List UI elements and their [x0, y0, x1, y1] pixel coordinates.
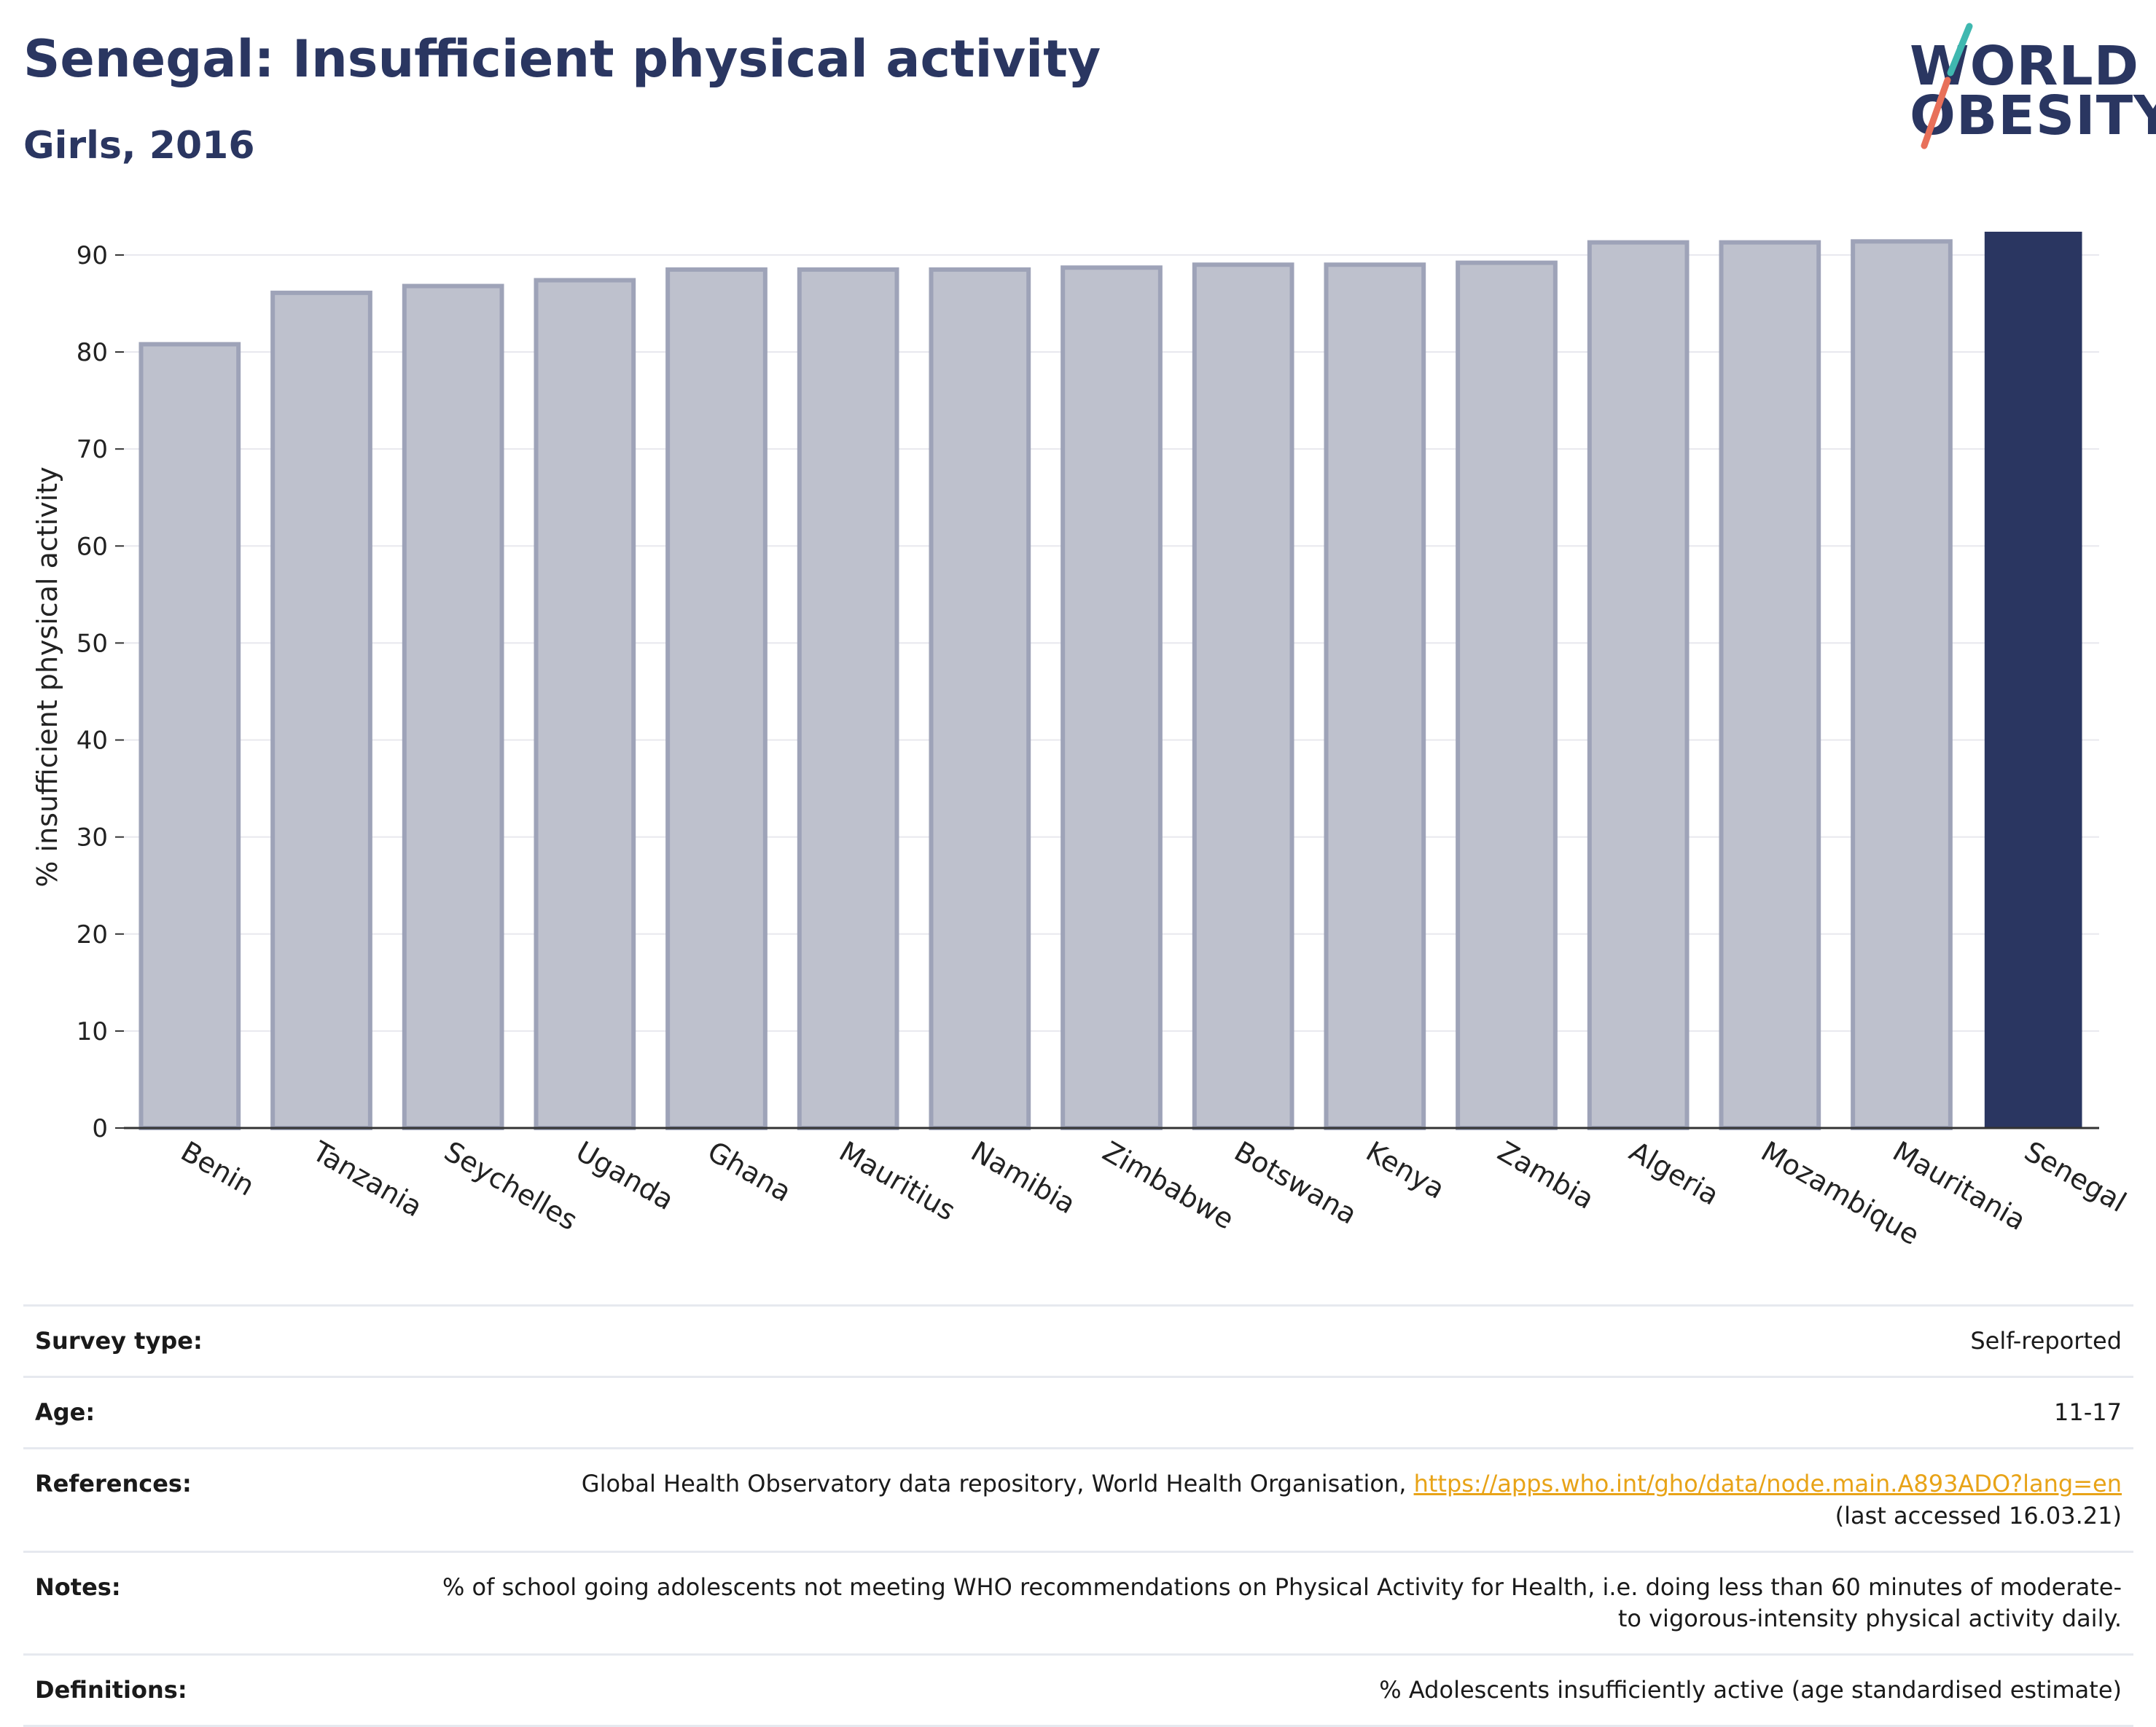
meta-key: Notes: — [23, 1550, 426, 1655]
y-tick-label: 10 — [77, 1017, 108, 1046]
bar-tanzania — [270, 290, 372, 1131]
logo-line-2: OBESITY — [1910, 85, 2156, 147]
x-tick-label: Algeria — [1624, 1135, 1725, 1212]
bar-mauritania — [1851, 239, 1953, 1130]
bar-kenya — [1324, 262, 1426, 1130]
x-tick-label: Mauritius — [834, 1135, 961, 1227]
meta-value: % of school going adolescents not meetin… — [426, 1550, 2133, 1655]
x-tick-label: Botswana — [1229, 1135, 1362, 1231]
meta-row-definitions: Definitions: % Adolescents insufficientl… — [23, 1653, 2133, 1727]
meta-row-age: Age: 11-17 — [23, 1376, 2133, 1449]
bar-benin — [138, 342, 241, 1130]
x-tick-label: Zambia — [1493, 1135, 1600, 1215]
world-obesity-logo: WORLD OBESITY — [1902, 22, 2156, 153]
y-tick-label: 40 — [77, 727, 108, 756]
x-tick-label: Namibia — [966, 1135, 1081, 1221]
x-tick-label: Tanzania — [307, 1135, 428, 1223]
meta-row-references: References: Global Health Observatory da… — [23, 1447, 2133, 1552]
meta-row-notes: Notes: % of school going adolescents not… — [23, 1550, 2133, 1655]
y-tick-label: 50 — [77, 629, 108, 658]
meta-value: 11-17 — [426, 1376, 2133, 1449]
y-tick-label: 70 — [77, 435, 108, 464]
bar-uganda — [534, 278, 636, 1130]
x-tick-label: Zimbabwe — [1098, 1135, 1240, 1236]
x-tick-label: Ghana — [703, 1135, 797, 1208]
x-tick-label: Senegal — [2019, 1135, 2131, 1219]
meta-value: Self-reported — [426, 1304, 2133, 1377]
meta-value: Global Health Observatory data repositor… — [426, 1447, 2133, 1552]
bar-mauritius — [797, 267, 899, 1131]
x-tick-label: Seychelles — [439, 1135, 582, 1237]
y-tick-label: 30 — [77, 823, 108, 853]
bar-zimbabwe — [1061, 265, 1163, 1131]
meta-key: Survey type: — [23, 1304, 426, 1377]
logo-slash-icon — [1921, 23, 1973, 149]
bar-ghana — [665, 267, 768, 1131]
reference-text: Global Health Observatory data repositor… — [581, 1470, 1414, 1498]
y-tick-label: 90 — [77, 241, 108, 270]
bar-senegal — [1984, 231, 2082, 1129]
bar-seychelles — [402, 283, 504, 1131]
meta-key: References: — [23, 1447, 426, 1552]
bar-botswana — [1192, 262, 1294, 1130]
x-tick-label: Kenya — [1361, 1135, 1450, 1205]
chart-subtitle: Girls, 2016 — [23, 124, 255, 168]
bar-mozambique — [1719, 240, 1821, 1130]
meta-key: Definitions: — [23, 1653, 426, 1727]
y-axis-label: % insufficient physical activity — [31, 466, 63, 887]
meta-key: Age: — [23, 1376, 426, 1449]
metadata-table: Survey type: Self-reported Age: 11-17 Re… — [23, 1304, 2133, 1727]
meta-row-survey-type: Survey type: Self-reported — [23, 1304, 2133, 1377]
y-tick-label: 80 — [77, 338, 108, 367]
y-tick-label: 0 — [92, 1114, 108, 1143]
x-tick-label: Uganda — [571, 1135, 679, 1216]
bar-algeria — [1587, 240, 1690, 1130]
x-tick-label: Benin — [176, 1135, 260, 1202]
bar-zambia — [1456, 260, 1558, 1130]
reference-link[interactable]: https://apps.who.int/gho/data/node.main.… — [1413, 1470, 2122, 1498]
y-tick-label: 20 — [77, 920, 108, 949]
y-tick-label: 60 — [77, 532, 108, 561]
bar-namibia — [929, 267, 1031, 1131]
chart-title: Senegal: Insufficient physical activity — [23, 29, 1101, 89]
bar-chart: 0 10 20 30 40 50 60 70 80 90 % insufficient physic… — [31, 231, 2132, 1246]
meta-value: % Adolescents insufficiently active (age… — [426, 1653, 2133, 1727]
reference-accessed: (last accessed 16.03.21) — [1835, 1501, 2122, 1530]
